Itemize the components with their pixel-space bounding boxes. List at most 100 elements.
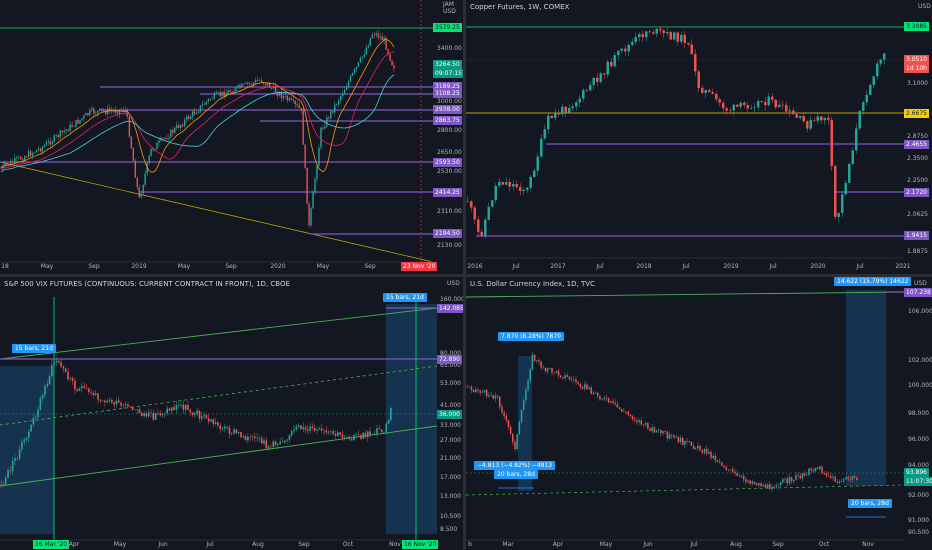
price-tag-last: 3264.50 — [433, 60, 462, 69]
candle — [31, 152, 34, 156]
pane-bottom-left[interactable]: S&P 500 VIX FUTURES (CONTINUOUS: CURRENT… — [0, 277, 463, 550]
candle — [21, 441, 23, 450]
measure-callout: −4.813 (−4.82%) −4813 — [474, 461, 556, 470]
candle — [166, 408, 168, 414]
candle — [129, 406, 132, 408]
candle — [170, 129, 172, 138]
y-axis-label: 3400.00 — [437, 45, 462, 52]
pane-bottom-right[interactable]: U.S. Dollar Currency Index, 1D, TVC USD … — [466, 277, 932, 550]
countdown-tag: 09:07:15 — [433, 69, 463, 78]
candle — [762, 485, 765, 487]
candle — [509, 427, 512, 434]
candle — [231, 92, 233, 94]
candle — [657, 429, 660, 431]
candle — [286, 95, 289, 101]
candle — [193, 111, 196, 115]
candle — [585, 90, 588, 91]
candle — [666, 432, 669, 439]
candle — [540, 138, 543, 157]
candle — [39, 148, 42, 152]
chart-top-right[interactable] — [466, 0, 932, 274]
candle — [468, 386, 471, 388]
x-axis-label: Sep — [364, 263, 376, 270]
candle — [111, 399, 113, 403]
candle — [705, 448, 708, 454]
candle — [373, 433, 376, 435]
chart-bottom-left[interactable] — [0, 277, 463, 550]
y-axis-label: 92.000 — [908, 492, 929, 499]
candle — [37, 148, 40, 150]
candle — [212, 419, 215, 424]
candle — [743, 102, 746, 105]
candle — [723, 465, 725, 468]
candle — [91, 108, 93, 111]
candle — [237, 85, 239, 88]
candle — [274, 441, 277, 445]
x-axis-label: Jul — [596, 263, 604, 270]
chart-title: U.S. Dollar Currency Index, 1D, TVC — [470, 280, 595, 288]
chart-top-left[interactable] — [0, 0, 463, 274]
candle — [180, 404, 182, 406]
candle — [614, 402, 616, 405]
candle — [73, 126, 75, 128]
y-axis-label: 27.000 — [440, 437, 461, 444]
candle — [83, 115, 85, 119]
candle — [718, 461, 721, 463]
candle — [343, 89, 346, 94]
unit-label-top: JAM — [443, 1, 454, 8]
candle — [325, 430, 328, 433]
candle — [180, 124, 182, 128]
chart-bottom-right[interactable] — [466, 277, 932, 550]
candle — [799, 475, 802, 479]
candle — [341, 93, 344, 96]
candle — [782, 479, 784, 483]
candle — [683, 34, 686, 43]
candle — [233, 90, 235, 94]
price-tag-purple: 2194.50 — [433, 229, 462, 238]
candle — [498, 181, 501, 186]
candle — [625, 411, 627, 413]
candle — [837, 212, 840, 217]
candle — [233, 429, 235, 434]
candle — [536, 156, 539, 171]
candle — [357, 434, 360, 436]
candle — [623, 411, 625, 413]
candle — [113, 402, 115, 405]
y-axis-label: 90.500 — [908, 529, 929, 536]
candle — [492, 395, 494, 399]
candle — [820, 116, 823, 121]
candle — [45, 142, 48, 146]
candle — [479, 390, 481, 393]
candle — [373, 34, 375, 36]
candle — [581, 387, 584, 389]
candle — [701, 450, 704, 453]
candle — [554, 113, 557, 119]
candle — [363, 54, 366, 57]
candle — [779, 482, 782, 486]
candle — [312, 192, 314, 209]
candle — [253, 82, 255, 85]
candle — [290, 430, 293, 436]
candle — [16, 458, 19, 459]
candle — [629, 414, 632, 417]
candle — [225, 93, 227, 97]
pane-top-left[interactable]: JAM USD 3400.00 3000.00 2800.00 2650.00 2530… — [0, 0, 463, 274]
candle — [210, 419, 212, 422]
candle — [596, 392, 599, 397]
candle — [195, 113, 198, 115]
candle — [51, 141, 54, 145]
candle — [627, 411, 630, 415]
candle — [266, 83, 269, 86]
candle — [67, 371, 69, 380]
pane-divider[interactable] — [0, 274, 932, 277]
candle — [102, 110, 105, 111]
candle — [745, 479, 747, 482]
pane-top-right[interactable]: Copper Futures, 1W, COMEX USD 3.1000 2.87… — [466, 0, 932, 274]
candle — [147, 412, 150, 417]
candle — [738, 475, 741, 477]
candle — [108, 108, 111, 111]
candle — [525, 389, 527, 401]
candle — [308, 203, 310, 226]
candle — [152, 148, 154, 150]
candle — [239, 85, 241, 88]
